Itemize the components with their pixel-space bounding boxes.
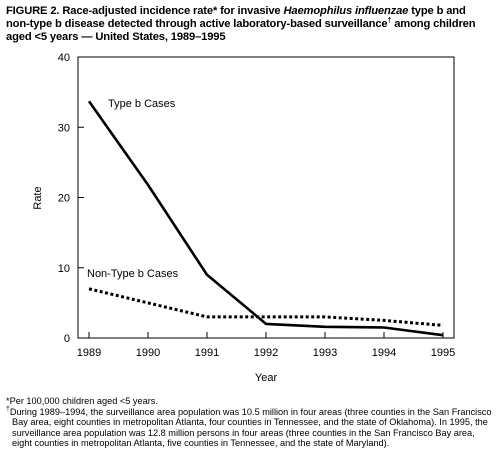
footnote-2: †During 1989–1994, the surveillance area… [6, 405, 492, 449]
x-tick-label: 1994 [372, 347, 396, 359]
figure-title-part2: type b and non-type b disease detected t… [6, 5, 466, 30]
footnote-2-text: During 1989–1994, the surveillance area … [9, 406, 492, 449]
x-tick-label: 1989 [77, 347, 101, 359]
x-axis: 1989 1990 1991 1992 1993 1994 1995 [77, 332, 455, 359]
x-tick-label: 1993 [313, 347, 337, 359]
y-tick-label: 10 [58, 263, 70, 275]
y-tick-label: 0 [64, 333, 70, 345]
figure-title-part3: among children aged <5 years — United St… [6, 18, 476, 43]
footnote-1-text: Per 100,000 children aged <5 years. [9, 396, 158, 406]
line-chart: 0 10 20 30 40 1989 1990 1991 1992 1993 1994 1995 T… [32, 52, 455, 384]
x-tick-label: 1992 [254, 347, 278, 359]
series-line-non-type-b [88, 287, 444, 327]
series-line-type-b [87, 100, 444, 337]
y-tick-label: 30 [58, 122, 70, 134]
footnote-1: *Per 100,000 children aged <5 years. [6, 396, 492, 407]
footnote-2-marker: † [6, 405, 10, 413]
figure-title-dagger: † [387, 17, 392, 25]
figure-title-italic: Haemophilus influenzae [283, 5, 409, 17]
series-label-type-b: Type b Cases [108, 98, 176, 110]
x-axis-label: Year [255, 372, 278, 384]
figure-label: FIGURE 2. [6, 5, 60, 17]
x-tick-label: 1995 [431, 347, 455, 359]
series-group: Type b Cases Non-Type b Cases [87, 98, 444, 337]
y-tick-label: 20 [58, 193, 70, 205]
x-tick-label: 1990 [136, 347, 160, 359]
figure-title: FIGURE 2. Race-adjusted incidence rate* … [6, 5, 492, 44]
footnotes: *Per 100,000 children aged <5 years. †Du… [6, 396, 492, 449]
y-axis: 0 10 20 30 40 [58, 52, 84, 345]
y-tick-label: 40 [58, 52, 70, 64]
figure-title-part1: Race-adjusted incidence rate* for invasi… [62, 5, 281, 17]
series-label-non-type-b: Non-Type b Cases [87, 268, 179, 280]
x-tick-label: 1991 [195, 347, 219, 359]
footnote-1-marker: * [6, 396, 10, 406]
y-axis-label: Rate [32, 186, 44, 209]
